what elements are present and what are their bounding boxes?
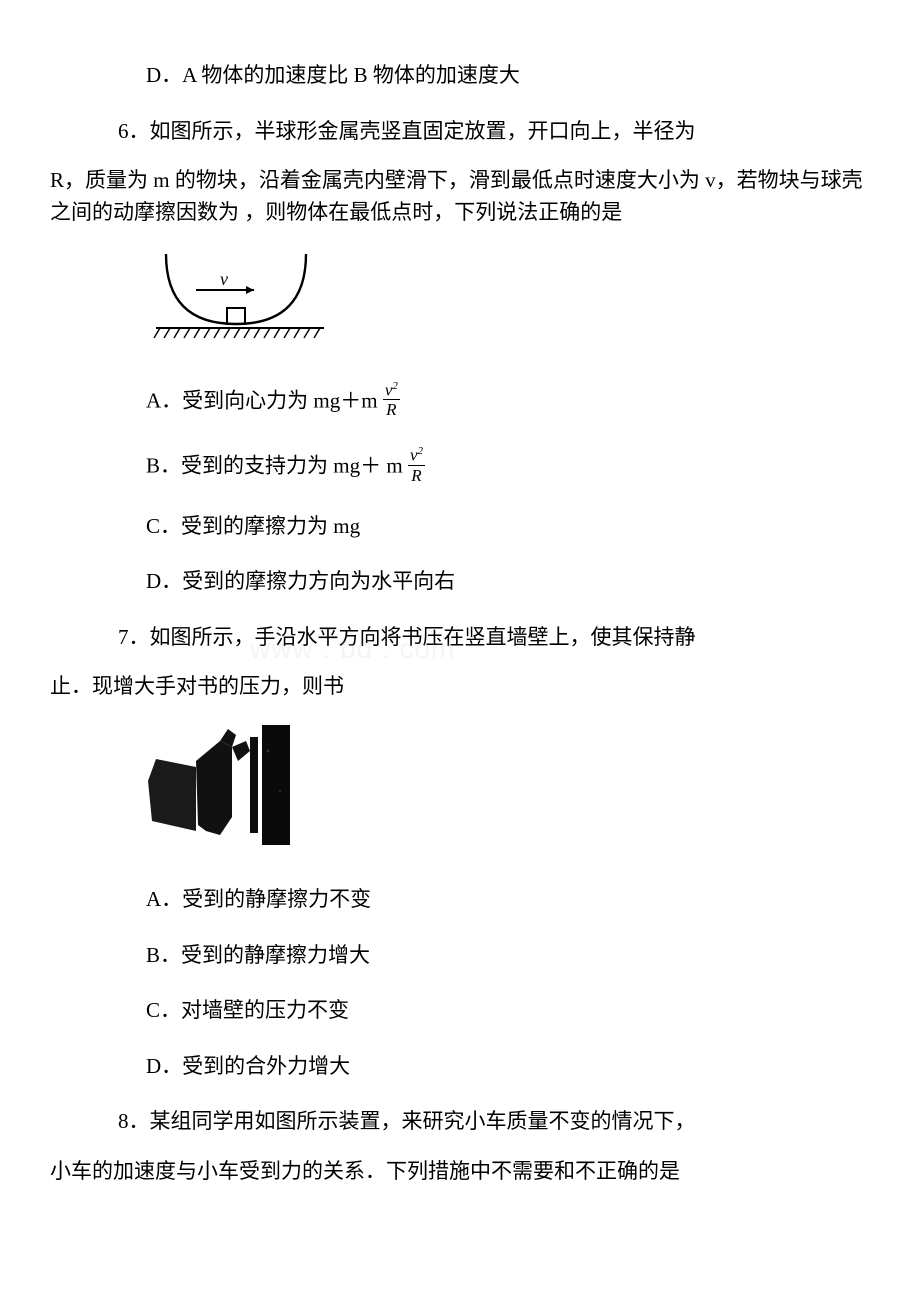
q5-option-d: D．A 物体的加速度比 B 物体的加速度大 [50,60,870,92]
q7-stem-line2: 止．现增大手对书的压力，则书 [50,671,870,703]
q6-option-d: D．受到的摩擦力方向为水平向右 [50,566,870,598]
q8-stem-text1: 8．某组同学用如图所示装置，来研究小车质量不变的情况下， [118,1109,696,1133]
hand-palm-icon [196,741,232,835]
hand-cuff-icon [148,759,196,831]
q6-figure: v [50,246,870,356]
q7-option-c: C．对墙壁的压力不变 [50,995,870,1027]
finger-2-icon [232,741,250,761]
q6-option-c-text: C．受到的摩擦力为 mg [146,514,360,538]
q6-stem-text1: 6．如图所示，半球形金属壳竖直固定放置，开口向上，半径为 [118,119,696,143]
q7-option-c-text: C．对墙壁的压力不变 [146,998,349,1022]
q6-stem-text2: R，质量为 m 的物块，沿着金属壳内壁滑下，滑到最低点时速度大小为 v，若物块与… [50,168,863,224]
q7-option-d-text: D．受到的合外力增大 [146,1054,350,1078]
q6-option-a: A．受到向心力为 mg＋m v2 R [50,384,870,422]
q5-option-d-text: D．A 物体的加速度比 B 物体的加速度大 [146,63,520,87]
velocity-label: v [220,269,228,289]
q6-option-b: B．受到的支持力为 mg＋ m v2 R [50,449,870,487]
q7-option-b: B．受到的静摩擦力增大 [50,940,870,972]
q7-option-a: A．受到的静摩擦力不变 [50,884,870,916]
q6-option-b-text: B．受到的支持力为 mg＋ m [146,454,403,478]
q8-stem-text2: 小车的加速度与小车受到力的关系．下列措施中不需要和不正确的是 [50,1159,680,1183]
q7-option-b-text: B．受到的静摩擦力增大 [146,943,370,967]
q7-stem-text1: 7．如图所示，手沿水平方向将书压在竖直墙壁上，使其保持静 [118,625,696,649]
wall-icon [262,725,290,845]
q8-stem-line2: 小车的加速度与小车受到力的关系．下列措施中不需要和不正确的是 [50,1156,870,1188]
frac-den-b: R [408,466,425,484]
frac-den-a: R [383,400,400,418]
q6-option-c: C．受到的摩擦力为 mg [50,511,870,543]
hand-book-wall-diagram [146,721,294,851]
hemisphere-diagram: v [146,246,336,346]
q6-option-d-text: D．受到的摩擦力方向为水平向右 [146,569,455,593]
ground-hatch [154,328,320,338]
block-icon [227,308,245,324]
q7-stem-line1: 7．如图所示，手沿水平方向将书压在竖直墙壁上，使其保持静 [50,622,870,654]
velocity-arrow-head [246,286,254,294]
q6-stem-line1: 6．如图所示，半球形金属壳竖直固定放置，开口向上，半径为 [50,116,870,148]
fraction-v2-r-a: v2 R [383,381,400,419]
q6-stem-line2: R，质量为 m 的物块，沿着金属壳内壁滑下，滑到最低点时速度大小为 v，若物块与… [50,165,870,228]
q7-stem-text2: 止．现增大手对书的压力，则书 [50,674,344,698]
book-icon [250,737,258,833]
q6-option-a-text: A．受到向心力为 mg＋m [146,388,378,412]
q7-figure [50,721,870,861]
q7-option-d: D．受到的合外力增大 [50,1051,870,1083]
q7-option-a-text: A．受到的静摩擦力不变 [146,887,371,911]
fraction-v2-r-b: v2 R [408,446,425,484]
q8-stem-line1: 8．某组同学用如图所示装置，来研究小车质量不变的情况下， [50,1106,870,1138]
